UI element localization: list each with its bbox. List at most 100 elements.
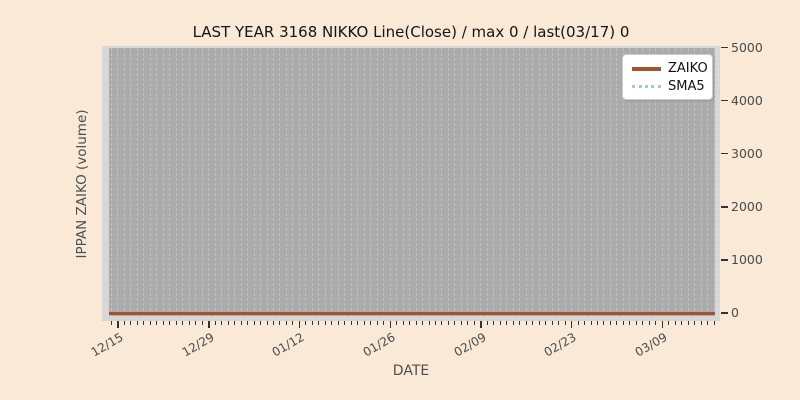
x-tick-minor	[162, 321, 164, 325]
x-tick-minor	[156, 321, 158, 325]
x-tick-minor	[376, 321, 378, 325]
gridline-vertical	[240, 48, 242, 316]
x-tick-minor	[318, 321, 320, 325]
gridline-vertical	[538, 48, 540, 316]
x-tick-minor	[227, 321, 229, 325]
x-tick-minor	[545, 321, 547, 325]
x-tick-minor	[273, 321, 274, 325]
x-tick-minor	[460, 321, 462, 325]
x-tick-label-text: 12/15	[88, 330, 126, 360]
x-tick-minor	[111, 321, 112, 325]
x-tick-minor	[422, 321, 424, 325]
gridline-vertical	[344, 48, 346, 316]
gridline-vertical	[558, 48, 560, 316]
x-tick-minor	[396, 321, 398, 325]
gridline-vertical	[324, 48, 326, 316]
gridline-vertical	[460, 48, 462, 316]
x-tick-minor	[143, 321, 145, 325]
x-tick-major	[298, 321, 301, 328]
x-tick-major	[661, 321, 664, 328]
x-tick-minor	[668, 321, 670, 325]
y-axis-label: IPPAN ZAIKO (volume)	[74, 109, 90, 259]
y-tick-label: 3000	[731, 145, 763, 161]
legend-label-sma5: SMA5	[668, 78, 705, 94]
x-tick-minor	[169, 321, 171, 325]
gridline-vertical	[253, 48, 255, 316]
x-tick-minor	[480, 321, 482, 325]
gridline-vertical	[350, 48, 352, 316]
gridline-vertical	[357, 48, 359, 316]
x-tick-minor	[687, 321, 689, 325]
gridline-vertical	[260, 48, 262, 316]
y-tick-mark	[721, 46, 728, 49]
y-tick-mark	[721, 152, 728, 155]
x-tick-minor	[285, 321, 287, 325]
x-tick-minor	[149, 321, 151, 325]
y-tick-label: 1000	[731, 251, 763, 267]
gridline-vertical	[506, 48, 508, 316]
x-tick-minor	[577, 321, 579, 325]
gridline-vertical	[221, 48, 223, 316]
x-tick-minor	[564, 321, 566, 325]
x-tick-minor	[234, 321, 236, 325]
x-tick-minor	[642, 321, 644, 325]
zaiko-line-series	[109, 312, 715, 315]
sma5-line-sample-icon	[632, 84, 661, 88]
gridline-vertical	[571, 48, 573, 316]
x-tick-minor	[188, 321, 190, 325]
x-tick-label-text: 01/26	[360, 330, 398, 360]
gridline-vertical	[389, 48, 391, 316]
plot-area	[109, 48, 715, 316]
x-tick-minor	[674, 321, 676, 325]
gridline-vertical	[597, 48, 598, 316]
x-tick-minor	[409, 321, 411, 325]
gridline-vertical	[156, 48, 158, 316]
x-tick-minor	[467, 321, 469, 325]
x-tick-minor	[700, 321, 702, 325]
gridline-vertical	[532, 48, 534, 316]
y-tick-label: 0	[731, 305, 739, 320]
x-tick-minor	[350, 321, 352, 325]
x-tick-minor	[182, 321, 184, 325]
legend-label-zaiko: ZAIKO	[668, 61, 708, 77]
y-tick-label: 4000	[731, 92, 763, 108]
gridline-vertical	[363, 48, 365, 316]
gridline-vertical	[713, 48, 715, 316]
gridline-vertical	[486, 48, 488, 316]
gridline-vertical	[635, 48, 637, 316]
x-tick-minor	[590, 321, 592, 325]
gridline-vertical	[279, 48, 281, 316]
x-tick-minor	[532, 321, 534, 325]
x-tick-minor	[221, 321, 223, 325]
gridline-vertical	[208, 48, 210, 316]
x-tick-minor	[266, 321, 268, 325]
gridline-vertical	[123, 48, 125, 316]
gridline-vertical	[681, 48, 683, 316]
x-tick-minor	[292, 321, 294, 325]
x-tick-minor	[324, 321, 326, 325]
gridline-vertical	[214, 48, 216, 316]
x-tick-major	[571, 321, 573, 328]
gridline-vertical	[285, 48, 287, 316]
x-tick-minor	[331, 321, 333, 325]
gridline-vertical	[493, 48, 495, 316]
gridline-vertical	[499, 48, 501, 316]
gridline-vertical	[311, 48, 313, 316]
x-tick-minor	[253, 321, 255, 325]
gridline-vertical	[441, 48, 443, 316]
gridline-vertical	[700, 48, 702, 316]
gridline-vertical	[648, 48, 650, 316]
gridline-vertical	[454, 48, 456, 316]
gridline-vertical	[318, 48, 320, 316]
x-tick-minor	[311, 321, 313, 325]
x-tick-minor	[609, 321, 611, 325]
x-tick-minor	[117, 321, 119, 325]
gridline-vertical	[130, 48, 132, 316]
x-tick-minor	[616, 321, 618, 325]
gridline-vertical	[409, 48, 411, 316]
x-tick-minor	[123, 321, 125, 325]
gridline-vertical	[266, 48, 268, 316]
gridline-vertical	[668, 48, 670, 316]
x-tick-label-text: 02/23	[542, 330, 580, 360]
gridline-vertical	[182, 48, 184, 316]
